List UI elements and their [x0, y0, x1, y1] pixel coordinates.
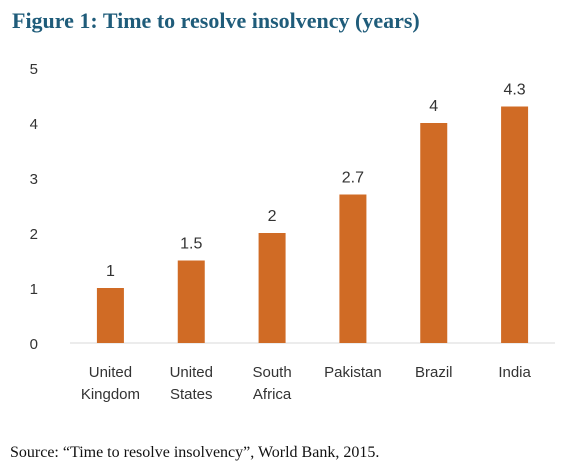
bar [96, 288, 124, 343]
data-labels-group: 1 1.5 2 2.7 4 4.3 [106, 82, 526, 281]
y-tick-label: 0 [30, 336, 38, 353]
data-label: 4 [429, 98, 438, 115]
x-tick-label: India [498, 364, 531, 381]
data-label: 2.7 [342, 170, 364, 187]
data-label: 1 [106, 263, 115, 280]
y-tick-label: 3 [30, 171, 38, 188]
source-note: Source: “Time to resolve insolvency”, Wo… [10, 444, 380, 461]
x-tick-label: United States [170, 364, 213, 403]
bar [420, 123, 448, 343]
y-tick-label: 1 [30, 281, 38, 298]
data-label: 4.3 [503, 82, 525, 99]
bar [339, 194, 367, 343]
data-label: 1.5 [180, 236, 202, 253]
data-label: 2 [268, 208, 277, 225]
bar [177, 260, 205, 343]
bar [501, 106, 529, 343]
chart-title: Figure 1: Time to resolve insolvency (ye… [12, 8, 420, 33]
x-tick-label: Brazil [415, 364, 453, 381]
x-axis-labels: United Kingdom United States South Africa Paki… [81, 364, 532, 403]
x-tick-label: United Kingdom [81, 364, 140, 403]
x-tick-label: South Africa [252, 364, 291, 403]
y-tick-label: 5 [30, 61, 38, 78]
x-tick-label: Pakistan [324, 364, 382, 381]
y-tick-label: 4 [30, 116, 38, 133]
y-axis-ticks: 0 1 2 3 4 5 [30, 61, 38, 353]
bars-group [96, 106, 529, 343]
bar [258, 233, 286, 343]
y-tick-label: 2 [30, 226, 38, 243]
